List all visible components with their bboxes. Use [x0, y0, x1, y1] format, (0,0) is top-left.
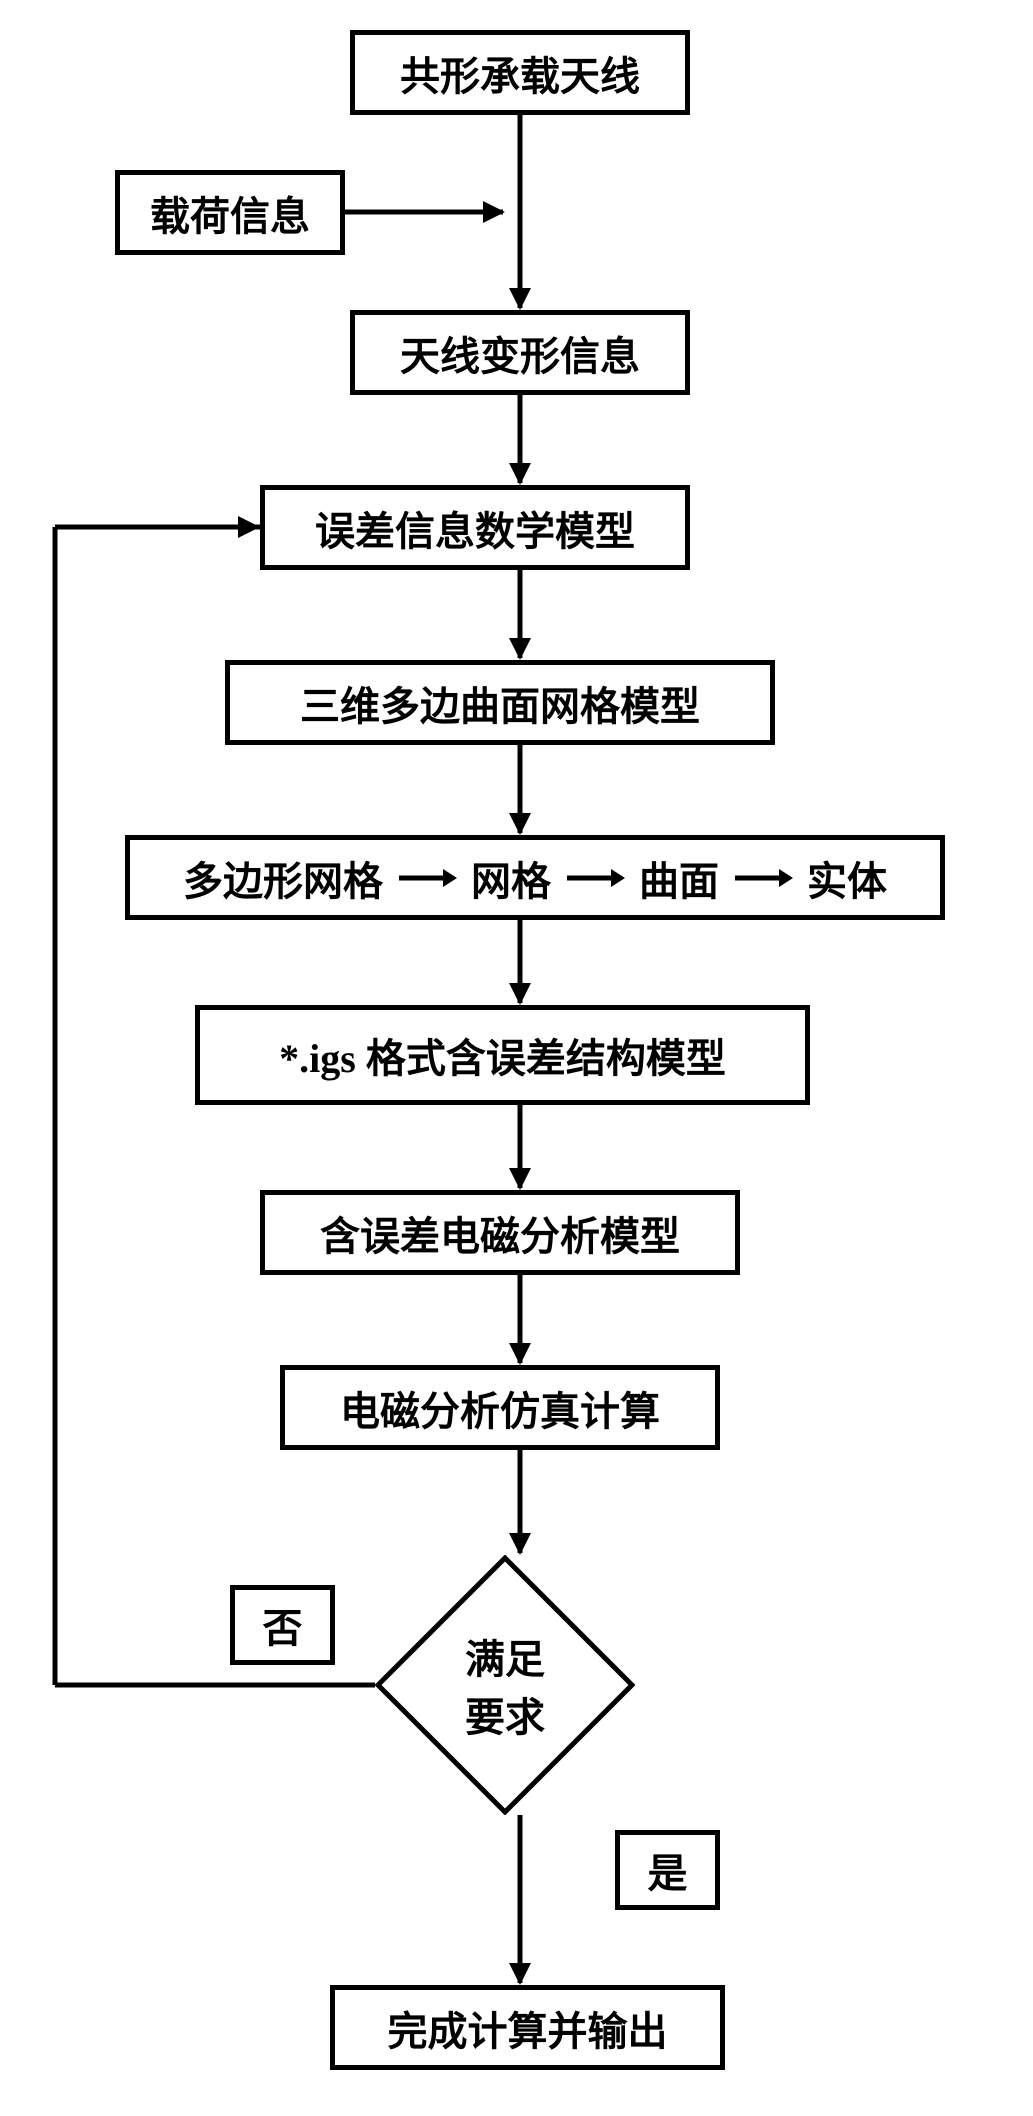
- node-3d-mesh-model: 三维多边曲面网格模型: [225, 660, 775, 745]
- inline-arrow-icon: [565, 866, 625, 890]
- node-label: 电磁分析仿真计算: [340, 1379, 660, 1437]
- node-igs-model: *.igs 格式含误差结构模型: [195, 1005, 810, 1105]
- inline-arrow-icon: [397, 866, 457, 890]
- node-deformation-info: 天线变形信息: [350, 310, 690, 395]
- node-load-info: 载荷信息: [115, 170, 345, 255]
- pipeline-item: 网格: [471, 849, 551, 907]
- decision-label: 满足 要求: [465, 1627, 545, 1743]
- node-error-model: 误差信息数学模型: [260, 485, 690, 570]
- inline-arrow-icon: [733, 866, 793, 890]
- decision-meets-requirement: 满足 要求: [375, 1555, 635, 1815]
- pipeline-item: 实体: [807, 849, 887, 907]
- node-label: *.igs 格式含误差结构模型: [279, 1026, 726, 1084]
- pipeline-item: 曲面: [639, 849, 719, 907]
- node-label: 共形承载天线: [400, 44, 640, 102]
- node-label: 完成计算并输出: [388, 1999, 668, 2057]
- node-label: 载荷信息: [150, 184, 310, 242]
- node-label: 误差信息数学模型: [315, 499, 635, 557]
- node-label: 是: [648, 1841, 688, 1899]
- node-em-analysis-model: 含误差电磁分析模型: [260, 1190, 740, 1275]
- label-yes: 是: [615, 1830, 720, 1910]
- node-pipeline: 多边形网格 网格 曲面 实体: [125, 835, 945, 920]
- flowchart-canvas: 共形承载天线 载荷信息 天线变形信息 误差信息数学模型 三维多边曲面网格模型 多…: [0, 0, 1033, 2116]
- node-label: 否: [263, 1596, 303, 1654]
- pipeline-item: 多边形网格: [183, 849, 383, 907]
- node-em-simulation: 电磁分析仿真计算: [280, 1365, 720, 1450]
- node-output-complete: 完成计算并输出: [330, 1985, 725, 2070]
- label-no: 否: [230, 1585, 335, 1665]
- node-label: 天线变形信息: [400, 324, 640, 382]
- node-conformal-antenna: 共形承载天线: [350, 30, 690, 115]
- node-label: 含误差电磁分析模型: [320, 1204, 680, 1262]
- node-label: 三维多边曲面网格模型: [300, 674, 700, 732]
